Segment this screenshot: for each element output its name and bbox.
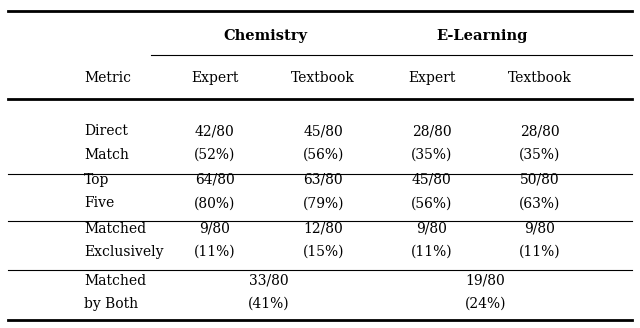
Text: Expert: Expert [408,71,455,85]
Text: 50/80: 50/80 [520,173,559,187]
Text: Top: Top [84,173,109,187]
Text: (52%): (52%) [194,148,236,162]
Text: Expert: Expert [191,71,239,85]
Text: 19/80: 19/80 [466,274,506,288]
Text: Match: Match [84,148,129,162]
Text: (11%): (11%) [519,245,561,259]
Text: 45/80: 45/80 [412,173,451,187]
Text: Metric: Metric [84,71,131,85]
Text: 28/80: 28/80 [412,124,451,138]
Text: (80%): (80%) [194,196,236,210]
Text: (11%): (11%) [411,245,452,259]
Text: by Both: by Both [84,297,138,311]
Text: (79%): (79%) [303,196,344,210]
Text: Textbook: Textbook [508,71,572,85]
Text: 42/80: 42/80 [195,124,235,138]
Text: (63%): (63%) [519,196,561,210]
Text: (11%): (11%) [194,245,236,259]
Text: 45/80: 45/80 [303,124,343,138]
Text: (35%): (35%) [519,148,561,162]
Text: (24%): (24%) [465,297,506,311]
Text: 9/80: 9/80 [524,222,556,236]
Text: (56%): (56%) [411,196,452,210]
Text: 33/80: 33/80 [249,274,289,288]
Text: Matched: Matched [84,222,147,236]
Text: Direct: Direct [84,124,128,138]
Text: 28/80: 28/80 [520,124,559,138]
Text: (56%): (56%) [303,148,344,162]
Text: (35%): (35%) [411,148,452,162]
Text: Exclusively: Exclusively [84,245,164,259]
Text: Chemistry: Chemistry [224,29,308,43]
Text: (41%): (41%) [248,297,290,311]
Text: (15%): (15%) [303,245,344,259]
Text: 63/80: 63/80 [303,173,343,187]
Text: Five: Five [84,196,115,210]
Text: 9/80: 9/80 [200,222,230,236]
Text: Matched: Matched [84,274,147,288]
Text: 12/80: 12/80 [303,222,343,236]
Text: 64/80: 64/80 [195,173,235,187]
Text: 9/80: 9/80 [416,222,447,236]
Text: Textbook: Textbook [291,71,355,85]
Text: E-Learning: E-Learning [437,29,528,43]
